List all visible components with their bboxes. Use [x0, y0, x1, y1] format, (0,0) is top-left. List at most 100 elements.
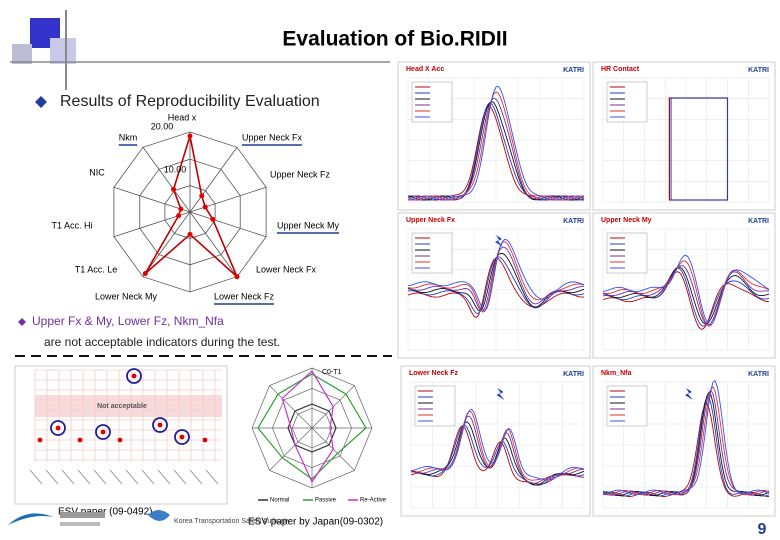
chart-dot	[202, 437, 208, 443]
chart-dot	[131, 373, 137, 379]
panel-legend	[606, 81, 648, 123]
axis-label-stub	[157, 469, 171, 485]
slide-title: Evaluation of Bio.RIDII	[282, 28, 507, 51]
panel-logo: KATRI	[563, 371, 584, 378]
axis-label-stub	[189, 469, 203, 485]
caption: ESV paper (09-0492)	[58, 507, 153, 518]
panel-curve	[410, 408, 585, 481]
legend-label: Normal	[270, 498, 289, 504]
radar-trace	[281, 370, 334, 484]
chart-dot	[100, 429, 106, 435]
dot-highlight	[174, 429, 190, 445]
legend-label: Re-Active	[360, 498, 387, 504]
panel-curve	[407, 105, 584, 201]
dot-highlight	[126, 368, 142, 384]
radar-trace	[257, 373, 367, 480]
panel-arrow	[495, 235, 503, 247]
panel-arrow	[685, 388, 693, 400]
small-radar: C0-T1 Normal Passive Re-Active	[251, 367, 387, 504]
radar-dot	[142, 270, 148, 276]
panel-curve	[602, 267, 770, 327]
band	[35, 395, 222, 417]
chart-frame	[14, 365, 228, 505]
panel-legend	[411, 81, 453, 123]
bullet-icon	[35, 96, 47, 108]
contact-pulse	[670, 97, 728, 201]
caption: ESV paper by Japan(09-0302)	[248, 517, 383, 528]
panel-title: Head X Acc	[406, 66, 444, 73]
panel-title: Upper Neck Fx	[406, 217, 455, 224]
radar-label: NIC	[89, 167, 105, 177]
panel-curve	[602, 389, 770, 496]
small-chart: Not acceptable	[14, 365, 228, 505]
radar-dot	[176, 213, 182, 219]
radar-scale: 20.00	[151, 121, 174, 131]
radar-label: T1 Acc. Le	[75, 264, 118, 274]
bullet-text: Results of Reproducibility Evaluation	[60, 93, 320, 110]
chart-dot	[157, 422, 163, 428]
radar-spoke	[269, 427, 313, 471]
panel-curve	[407, 85, 585, 201]
deco-square	[50, 38, 76, 64]
radar-dot	[199, 193, 205, 199]
logo-text-bar	[60, 522, 100, 526]
chart-dot	[55, 425, 61, 431]
deco-square	[12, 44, 32, 64]
radar-dot	[187, 133, 193, 139]
radar-spoke	[142, 147, 191, 213]
panel-logo: KATRI	[748, 371, 769, 378]
dot-highlight	[152, 417, 168, 433]
panel-curve	[602, 254, 770, 326]
panel-curve	[407, 100, 585, 201]
radar-center-label: C0-T1	[322, 369, 342, 376]
panel-logo: KATRI	[563, 67, 584, 74]
radar-label: Upper Neck My	[277, 220, 340, 230]
logo-mark	[8, 513, 53, 525]
panel-curve	[407, 91, 585, 201]
panel-legend	[411, 232, 453, 274]
panel-curve	[410, 421, 585, 486]
panel-title: Upper Neck My	[601, 217, 652, 224]
chart-dot	[77, 437, 83, 443]
dot-highlight	[95, 424, 111, 440]
chart-dot	[117, 437, 123, 443]
logo-text-bar	[60, 512, 105, 518]
radar-chart: Head x Nkm Upper Neck Fx NIC Upper Neck Fz T1…	[51, 112, 340, 305]
radar-spoke	[189, 147, 238, 213]
axis-label-stub	[29, 469, 43, 485]
legend-label: Passive	[315, 498, 337, 504]
radar-spoke	[189, 211, 267, 238]
note-icon	[18, 318, 26, 326]
logo-mark	[148, 510, 170, 521]
radar-scale: 10.00	[164, 164, 187, 174]
axis-label-stub	[205, 469, 219, 485]
radar-label: Upper Neck Fz	[270, 169, 331, 179]
radar-dot	[210, 216, 216, 222]
radar-dot	[178, 206, 184, 212]
radar-label: Nkm	[119, 132, 138, 142]
radar-label: Upper Neck Fx	[242, 132, 303, 142]
radar-spoke	[189, 211, 238, 277]
panel-title: Nkm_Nfa	[601, 370, 631, 377]
panel-curve	[407, 97, 585, 201]
axis-label-stub	[109, 469, 123, 485]
panel-curve	[602, 379, 770, 495]
panel-curve	[602, 271, 770, 330]
chart-dot	[37, 437, 43, 443]
axis-label-stub	[141, 469, 155, 485]
note-line: are not acceptable indicators during the…	[44, 335, 280, 349]
radar-label: Lower Neck Fx	[256, 264, 317, 274]
axis-label-stub	[45, 469, 59, 485]
axis-label-stub	[125, 469, 139, 485]
panel-curve	[602, 402, 769, 497]
radar-label: Lower Neck Fz	[214, 291, 275, 301]
footer-org: Korea Transportation Safety Authority	[174, 518, 291, 525]
radar-spoke	[269, 385, 313, 429]
axis-label-stub	[61, 469, 75, 485]
radar-label: T1 Acc. Hi	[51, 220, 92, 230]
axis-label-stub	[77, 469, 91, 485]
radar-label: Head x	[168, 112, 197, 122]
radar-dot	[202, 204, 208, 210]
radar-spoke	[189, 186, 267, 213]
